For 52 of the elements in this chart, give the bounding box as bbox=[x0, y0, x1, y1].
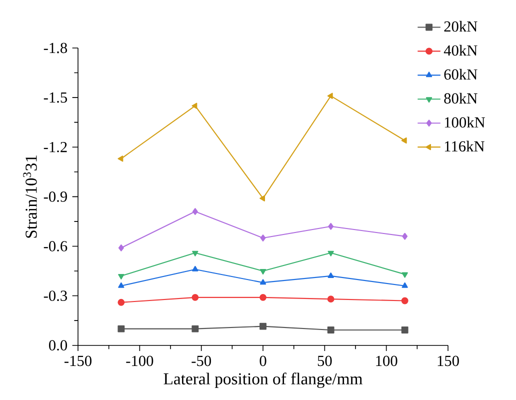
point bbox=[260, 269, 266, 274]
point bbox=[192, 325, 199, 332]
y-tick-label: -0.9 bbox=[44, 191, 67, 202]
x-tick-label: 0 bbox=[260, 356, 266, 366]
x-tick-label: 150 bbox=[438, 356, 459, 366]
point bbox=[118, 298, 125, 306]
point bbox=[401, 297, 408, 304]
point bbox=[118, 244, 124, 252]
point bbox=[328, 250, 334, 256]
y-tick-label: -0.6 bbox=[44, 241, 68, 252]
x-tick-label: -50 bbox=[192, 356, 211, 366]
point bbox=[260, 322, 266, 330]
legend-label: 100kN bbox=[444, 116, 486, 128]
point bbox=[328, 272, 334, 278]
point bbox=[260, 234, 266, 242]
point bbox=[328, 222, 334, 230]
point bbox=[327, 296, 334, 303]
x-tick-label: 50 bbox=[318, 356, 332, 366]
point bbox=[192, 250, 198, 256]
point bbox=[192, 208, 198, 216]
point bbox=[401, 137, 407, 144]
y-tick-label: -1.5 bbox=[44, 92, 68, 103]
point bbox=[260, 279, 266, 285]
point bbox=[118, 156, 124, 162]
legend-label: 20kN bbox=[444, 20, 478, 32]
y-axis-title: Strain/10$^{3}$31 bbox=[23, 156, 37, 238]
point bbox=[402, 282, 408, 288]
point bbox=[118, 274, 124, 280]
legend-label: 80kN bbox=[444, 92, 478, 104]
y-tick-label: -1.2 bbox=[44, 142, 67, 152]
legend-label: 116kN bbox=[444, 140, 484, 152]
point bbox=[401, 326, 408, 334]
x-tick-label: -150 bbox=[64, 356, 92, 366]
y-tick-label: -1.8 bbox=[44, 42, 68, 54]
legend-label: 60kN bbox=[444, 68, 478, 80]
point bbox=[192, 266, 198, 272]
point bbox=[118, 282, 124, 288]
y-tick-label: -0.3 bbox=[44, 290, 68, 301]
point bbox=[260, 294, 266, 301]
point bbox=[327, 326, 334, 334]
point bbox=[327, 92, 333, 99]
x-axis-title: Lateral position of flange/mm bbox=[164, 372, 362, 388]
point bbox=[192, 102, 198, 109]
y-tick-label: 0.0 bbox=[49, 340, 68, 351]
x-tick-label: 100 bbox=[376, 356, 398, 366]
point bbox=[402, 272, 408, 278]
point bbox=[260, 195, 266, 202]
point bbox=[402, 232, 408, 240]
x-tick-label: -100 bbox=[126, 356, 154, 366]
point bbox=[118, 325, 125, 332]
legend-label: 40kN bbox=[444, 44, 478, 56]
point bbox=[192, 294, 199, 301]
